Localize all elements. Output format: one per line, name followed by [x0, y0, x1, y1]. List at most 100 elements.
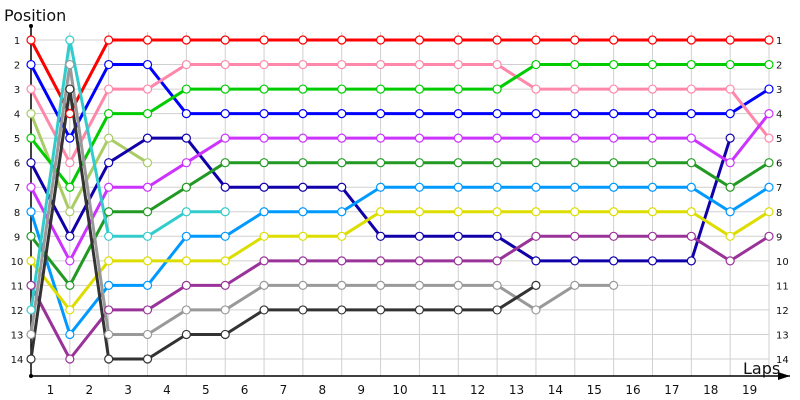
data-point-series-13: [570, 280, 580, 290]
data-point-series-2: [142, 59, 153, 70]
data-point-series-8: [609, 182, 619, 192]
x-tick-label: 1: [47, 383, 55, 397]
data-point-series-9: [298, 158, 308, 168]
data-point-series-1: [298, 35, 308, 45]
y-tick-label-left: 13: [11, 330, 24, 341]
data-point-series-7: [531, 133, 541, 143]
grid: [30, 32, 770, 376]
data-point-series-2: [570, 109, 580, 119]
series-line-2: [29, 63, 770, 140]
data-point-series-1: [570, 35, 580, 45]
data-point-series-6: [220, 182, 230, 192]
data-point-series-11: [104, 305, 114, 315]
data-point-series-5: [609, 59, 619, 70]
data-point-series-14: [65, 84, 75, 94]
data-point-series-10: [453, 207, 463, 217]
data-point-series-10: [531, 207, 541, 217]
data-point-series-6: [531, 256, 541, 266]
data-point-series-5: [453, 84, 463, 94]
data-point-series-8: [531, 182, 541, 192]
data-point-series-12: [142, 231, 153, 241]
data-point-series-11: [220, 280, 230, 290]
data-point-series-13: [104, 329, 114, 340]
data-point-series-6: [453, 231, 463, 241]
x-axis-title: Laps: [743, 359, 780, 378]
data-point-series-13: [609, 280, 619, 290]
data-point-series-2: [220, 109, 230, 119]
data-point-series-13: [492, 280, 502, 290]
data-point-series-10: [647, 207, 658, 217]
y-tick-label-left: 1: [14, 36, 20, 47]
data-point-series-9: [259, 158, 269, 168]
data-point-series-1: [142, 35, 153, 45]
data-point-series-10: [65, 305, 75, 315]
data-point-series-10: [220, 256, 230, 266]
data-point-series-14: [181, 329, 191, 340]
data-point-series-13: [259, 280, 269, 290]
data-point-series-9: [26, 231, 36, 241]
data-point-series-8: [298, 207, 308, 217]
y-tick-label-left: 12: [11, 306, 24, 317]
data-point-series-3: [492, 59, 502, 70]
data-point-series-6: [337, 182, 347, 192]
data-point-series-10: [609, 207, 619, 217]
data-point-series-5: [298, 84, 308, 94]
y-axis-arrow-icon: [29, 24, 33, 28]
data-point-series-9: [181, 182, 191, 192]
y-tick-label-right: 3: [776, 85, 782, 96]
data-point-series-2: [259, 109, 269, 119]
series-line-10: [29, 210, 770, 312]
data-point-series-7: [725, 158, 735, 168]
data-point-series-11: [337, 256, 347, 266]
data-point-series-14: [375, 305, 386, 315]
data-point-series-6: [570, 256, 580, 266]
series-line-5: [29, 63, 769, 189]
data-point-series-12: [104, 231, 114, 241]
y-tick-label-left: 10: [11, 257, 24, 268]
data-point-series-3: [375, 59, 386, 70]
data-point-series-8: [725, 207, 735, 217]
data-point-series-5: [375, 84, 386, 94]
data-point-series-12: [26, 305, 36, 315]
data-point-series-13: [414, 280, 425, 290]
data-point-series-5: [104, 109, 114, 119]
x-tick-label: 18: [703, 383, 718, 397]
data-point-series-10: [570, 207, 580, 217]
data-point-series-6: [375, 231, 386, 241]
data-point-series-2: [375, 109, 386, 119]
data-point-series-13: [337, 280, 347, 290]
data-point-series-9: [337, 158, 347, 168]
data-point-series-2: [647, 109, 658, 119]
data-point-series-14: [26, 354, 36, 364]
x-tick-label: 7: [280, 383, 288, 397]
data-point-series-5: [220, 84, 230, 94]
data-point-series-12: [220, 207, 230, 217]
data-point-series-3: [220, 59, 230, 70]
data-point-series-14: [531, 280, 541, 290]
data-point-series-9: [65, 280, 75, 290]
data-point-series-5: [725, 59, 735, 70]
data-point-series-3: [104, 84, 114, 94]
data-point-series-6: [142, 133, 153, 143]
data-point-series-7: [259, 133, 269, 143]
data-point-series-7: [453, 133, 463, 143]
x-tick-label: 5: [202, 383, 210, 397]
data-point-series-2: [492, 109, 502, 119]
data-point-series-2: [453, 109, 463, 119]
x-axis-arrow-icon: [778, 372, 790, 380]
data-point-series-3: [142, 84, 153, 94]
data-point-series-7: [298, 133, 308, 143]
data-point-series-8: [220, 231, 230, 241]
y-tick-label-right: 7: [776, 183, 782, 194]
y-tick-label-right: 2: [776, 61, 782, 72]
data-point-series-10: [375, 207, 386, 217]
data-point-series-5: [142, 109, 153, 119]
y-tick-label-left: 6: [14, 159, 20, 170]
data-point-series-2: [181, 109, 191, 119]
data-point-series-9: [725, 182, 735, 192]
data-point-series-9: [220, 158, 230, 168]
data-point-series-9: [414, 158, 425, 168]
data-point-series-7: [337, 133, 347, 143]
series-line-11: [29, 234, 770, 361]
